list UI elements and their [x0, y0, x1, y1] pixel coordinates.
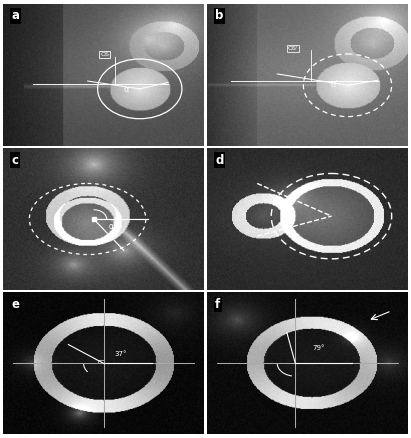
Text: α: α [108, 223, 113, 231]
Text: a: a [12, 9, 19, 22]
Text: 79°: 79° [312, 346, 325, 351]
Bar [98, 360, 104, 364]
Text: d: d [215, 154, 224, 166]
Text: OS': OS' [288, 46, 299, 51]
Text: α: α [124, 85, 129, 94]
Text: b: b [215, 9, 224, 22]
Text: f: f [215, 298, 220, 311]
Text: e: e [12, 298, 19, 311]
Text: OS: OS [100, 52, 109, 57]
Text: c: c [12, 154, 18, 166]
Text: 37°: 37° [114, 351, 127, 357]
Text: α': α' [330, 80, 338, 89]
